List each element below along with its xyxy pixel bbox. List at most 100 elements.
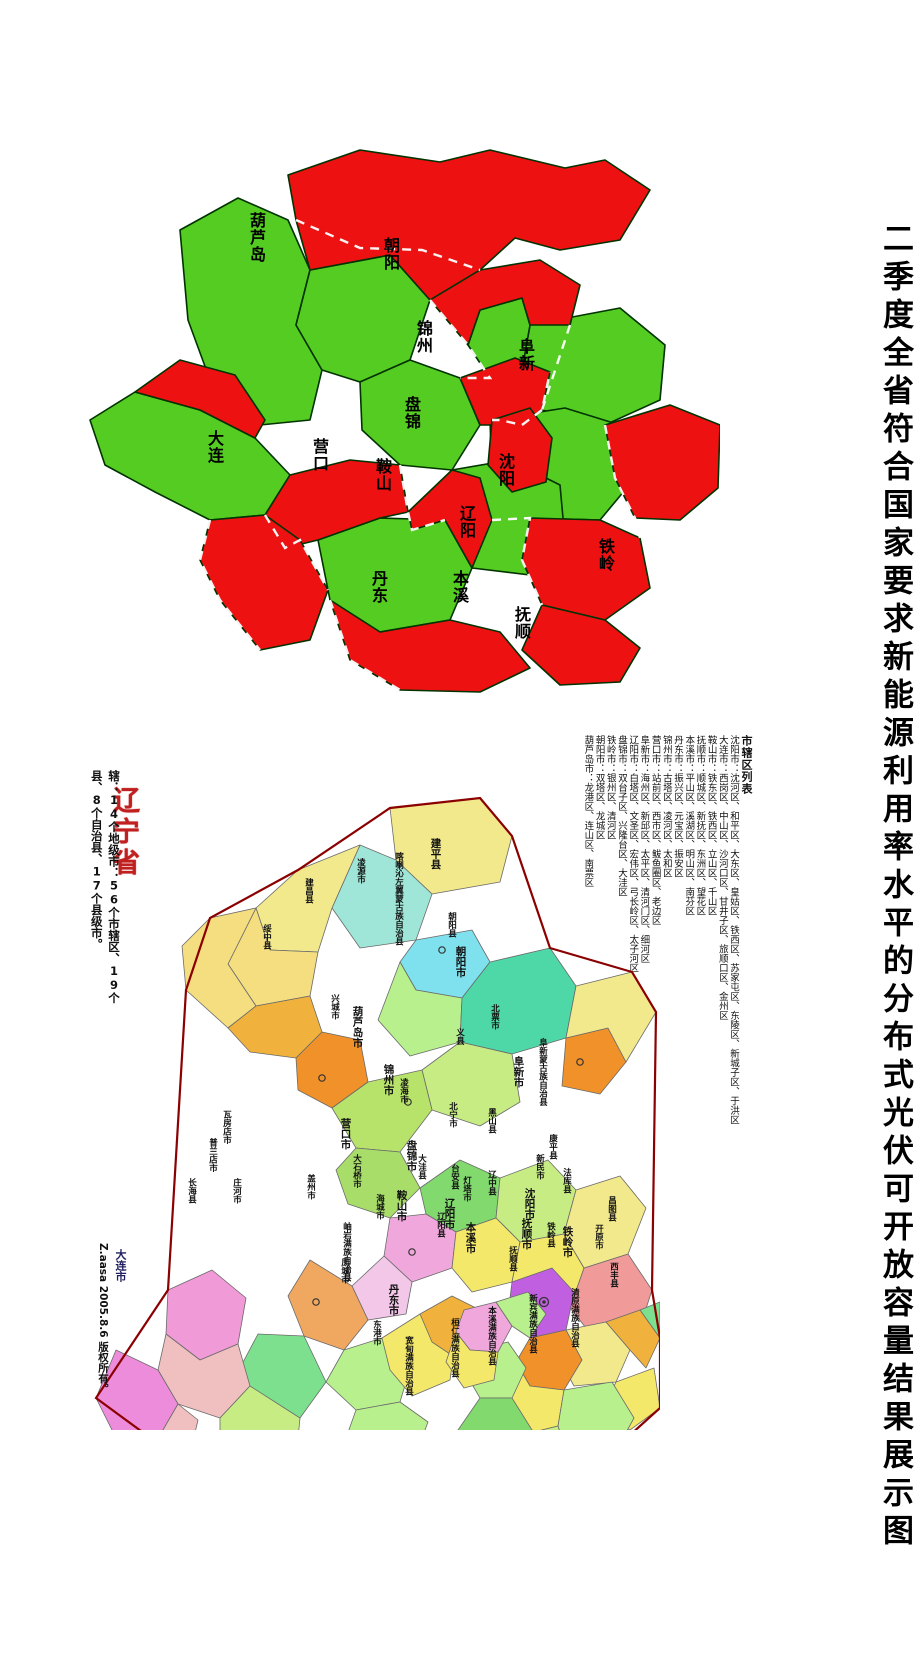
bm-label: 大石桥市: [351, 1154, 362, 1188]
bm-label: 义县: [454, 1028, 465, 1045]
bm-label: 铁岭市: [561, 1226, 574, 1258]
bm-label: 营口市: [339, 1118, 352, 1150]
bm-label: 阜新市: [512, 1056, 525, 1088]
district-row: 丹东市：振兴区、元宝区、振安区: [672, 735, 684, 878]
district-row: 营口市：站前区、西市区、鲅鱼圈区、老边区: [649, 735, 661, 925]
bm-label: 桓仁满族自治县: [449, 1318, 460, 1378]
county-beipiao: [459, 947, 577, 1055]
district-row: 大连市：西岗区、中山区、沙河口区、甘井子区、旅顺口区、金州区: [716, 735, 728, 1020]
county-xinbin: [540, 1425, 560, 1430]
region-panjin: [359, 359, 481, 471]
county-liaoyangx: [445, 1331, 499, 1389]
district-row: 盘锦市：双台子区、兴隆台区、大洼区: [616, 735, 627, 897]
bm-label: 建昌县: [303, 878, 314, 904]
bm-label: 黑山县: [486, 1108, 497, 1134]
bm-label: 丹东市: [387, 1284, 400, 1316]
bm-label: 北票市: [489, 1004, 500, 1030]
bm-label: 西丰县: [608, 1262, 619, 1288]
page-title: 二季度全省符合国家要求新能源利用率水平的分布式光伏可开放容量结果展示图: [877, 222, 913, 1552]
region-fushun-s: [521, 604, 641, 686]
bm-label: 凌源市: [355, 858, 366, 884]
bm-label: 清原满族自治县: [569, 1288, 580, 1348]
bm-label: 大洼县: [416, 1154, 427, 1180]
city-dots: [312, 946, 584, 1308]
bm-label: 凤城市: [339, 1258, 350, 1284]
bm-label: 本溪满族自治县: [486, 1306, 497, 1366]
district-row: 辽阳市：白塔区、文圣区、宏伟区、弓长岭区、太子河区: [627, 735, 639, 973]
district-row: 锦州市：古塔区、凌河区、太和区: [660, 735, 672, 878]
bm-label: 开原市: [593, 1224, 604, 1250]
bm-label: 北宁市: [447, 1102, 458, 1128]
bm-label: 喀喇沁左翼蒙古族自治县: [393, 852, 404, 946]
bm-label: 阜新蒙古族自治县: [537, 1038, 548, 1106]
county-xiuyan: [348, 1401, 429, 1430]
bm-label: 锦州市: [382, 1064, 395, 1096]
top-map-svg: [89, 149, 720, 693]
bm-label: 本溪市: [464, 1222, 477, 1254]
bm-label: 瓦房店市: [221, 1110, 232, 1144]
region-chaoyang: [287, 149, 651, 301]
region-liaoyang: [487, 407, 553, 493]
bm-label: 抚顺县: [507, 1246, 518, 1272]
county-changhai: [162, 1403, 199, 1430]
bm-label: 长海县: [186, 1178, 197, 1204]
bm-label: 海城市: [374, 1194, 385, 1220]
region-fushun: [521, 517, 651, 621]
district-row: 铁岭市：银州区、清河区: [604, 735, 616, 840]
bm-label: 昌图县: [606, 1196, 617, 1222]
bm-label: 抚顺市: [520, 1218, 533, 1250]
top-map-capacity: 葫芦岛 朝阳 锦州 阜新 盘锦 大连 营口 鞍山 沈阳 辽阳 铁岭 本溪 丹东 …: [60, 120, 720, 700]
district-row: 本溪市：平山区、溪湖区、明山区、南芬区: [683, 735, 695, 916]
map-note: 辖：14个地级市：56个市辖区、19个县、8个自治县、17个县级市。: [89, 770, 121, 1004]
bm-label: 鞍山市: [395, 1190, 408, 1222]
bottom-map-svg: [94, 796, 660, 1430]
bottom-map-admin: [60, 790, 660, 1430]
bm-label: 新民市: [534, 1154, 545, 1180]
bm-label: 盘锦市: [405, 1140, 418, 1172]
bm-label: 台安县: [449, 1164, 460, 1190]
bm-label: 沈阳市: [523, 1188, 536, 1220]
district-row: 朝阳市：双塔区、龙城区: [593, 735, 605, 840]
bm-label: 辽中县: [486, 1170, 497, 1196]
region-chaoyang-s: [429, 259, 581, 346]
bm-label-dalian-city: 大连市: [114, 1249, 127, 1282]
bm-label: 灯塔市: [461, 1176, 472, 1202]
province-stamp: 辽宁省: [108, 786, 139, 879]
district-list-header: 市辖区列表: [740, 735, 753, 795]
bm-label: 普兰店市: [207, 1138, 218, 1172]
bm-label: 铁岭县: [545, 1222, 556, 1248]
district-row: 葫芦岛市：龙港区、连山区、南票区: [582, 735, 594, 887]
bm-label: 建平县: [429, 838, 442, 870]
copyright-credit: Z.aasa 2005.8.6 版权所有。: [97, 1243, 109, 1394]
county-kangping: [563, 1175, 647, 1269]
bm-label: 兴城市: [329, 994, 340, 1020]
bm-label: 凌海市: [398, 1078, 409, 1104]
bm-label: 朝阳县: [446, 912, 457, 938]
district-row: 阜新市：海州区、新邱区、太平区、清河门区、细河区: [638, 735, 650, 963]
bm-label: 新宾满族自治县: [527, 1294, 538, 1354]
bm-label: 宽甸满族自治县: [403, 1336, 414, 1396]
region-dalian-r1: [134, 359, 266, 439]
bm-label: 辽阳县: [435, 1212, 446, 1238]
district-row: 鞍山市：铁东区、铁西区、立山区、千山区: [705, 735, 717, 916]
bm-label: 康平县: [547, 1134, 558, 1160]
bm-label: 法库县: [561, 1168, 572, 1194]
district-row: 沈阳市：沈河区、和平区、大东区、皇姑区、铁西区、苏家屯区、东陵区、新城子区、于洪…: [728, 735, 740, 1125]
county-dengta: [495, 1291, 547, 1339]
bm-label: 庄河市: [231, 1178, 242, 1204]
district-list: 市辖区列表 沈阳市：沈河区、和平区、大东区、皇姑区、铁西区、苏家屯区、东陵区、新…: [582, 735, 753, 1125]
county-dawa: [351, 1255, 413, 1321]
bm-label: 东港市: [371, 1320, 382, 1346]
county-tielingshi: [605, 1309, 660, 1369]
bm-label: 朝阳市: [454, 946, 467, 978]
county-benximan: [457, 1397, 533, 1430]
bm-label: 辽阳市: [443, 1198, 456, 1230]
bm-label: 岫岩满族自治县: [341, 1222, 352, 1282]
bm-label: 葫芦岛市: [351, 1006, 364, 1048]
region-tieling: [604, 404, 720, 521]
county-zhuanghe: [219, 1385, 301, 1430]
district-row: 抚顺市：顺城区、新抚区、东洲区、望花区: [694, 735, 706, 916]
bm-label: 绥中县: [261, 924, 272, 950]
bm-label: 盖州市: [305, 1174, 316, 1200]
